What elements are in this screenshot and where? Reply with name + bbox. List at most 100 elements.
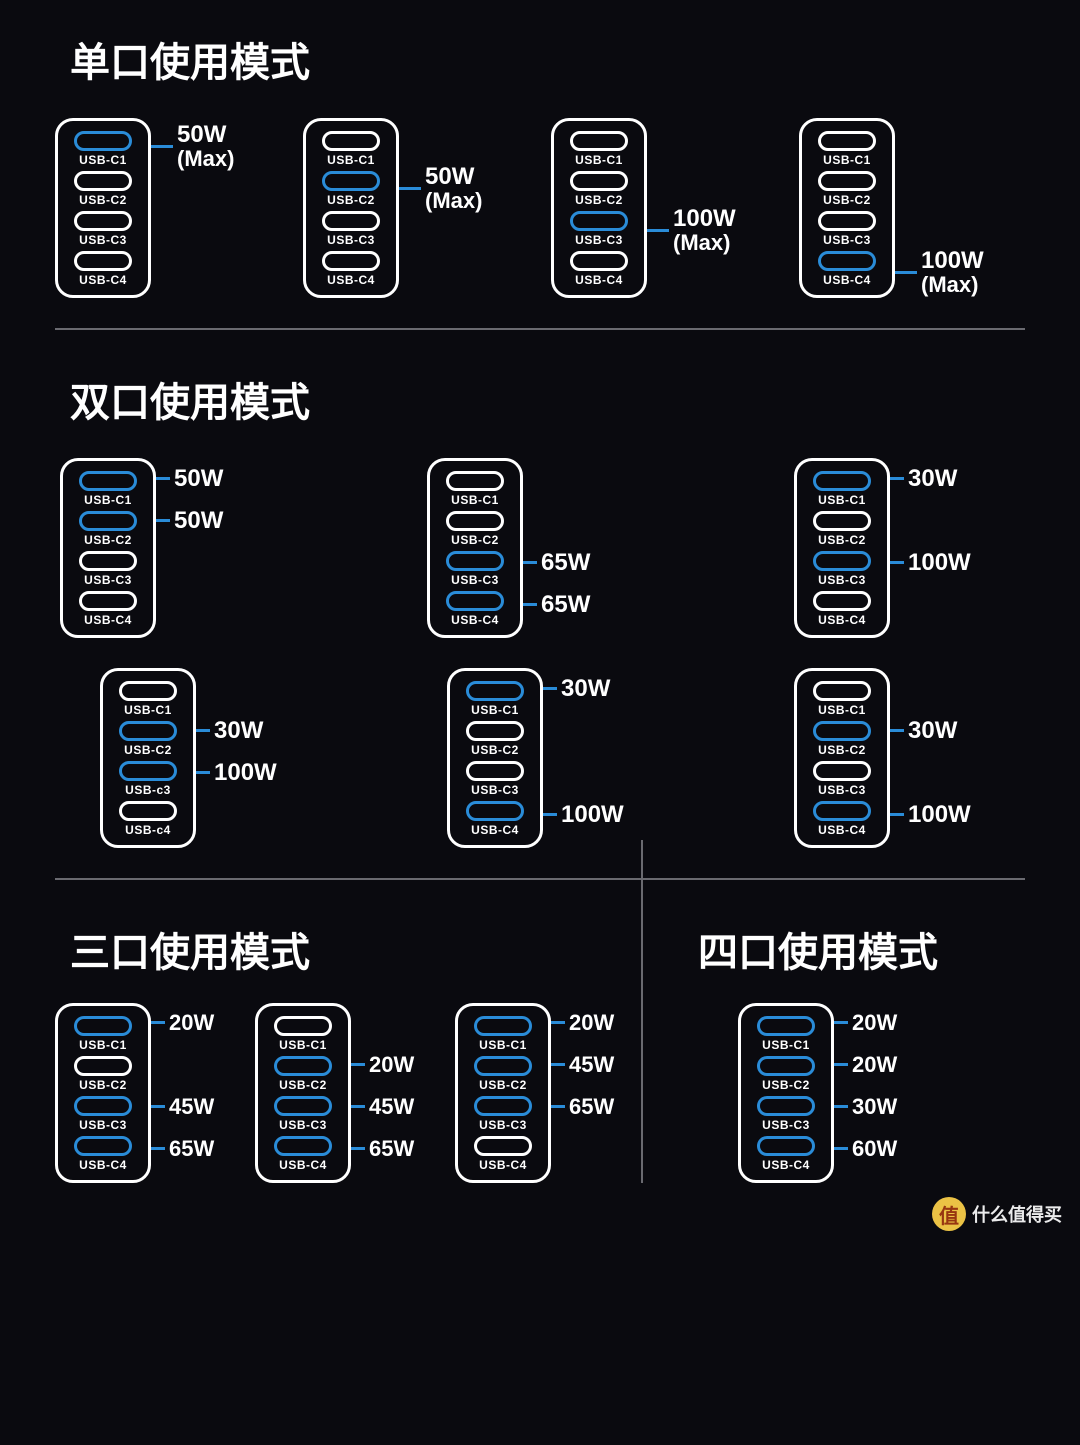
callout-tick-icon: [523, 561, 537, 564]
usb-port: USB-C3: [312, 211, 390, 247]
usb-port: USB-C2: [456, 721, 534, 757]
port-slot-active: [274, 1096, 332, 1116]
power-callout: 50W: [156, 508, 223, 533]
callout-text: 100W: [561, 802, 624, 827]
port-label: USB-C2: [79, 193, 127, 207]
callout-text: 20W: [369, 1053, 414, 1076]
power-callout: 45W: [151, 1095, 214, 1118]
port-label: USB-C3: [818, 573, 866, 587]
callout-tick-icon: [647, 229, 669, 232]
port-label: USB-C2: [823, 193, 871, 207]
port-slot: [74, 211, 132, 231]
callout-text: 100W: [908, 802, 971, 827]
port-slot-active: [757, 1136, 815, 1156]
port-slot: [74, 171, 132, 191]
port-label: USB-C4: [762, 1158, 810, 1172]
divider-1: [55, 328, 1025, 330]
callout-text: 50W(Max): [177, 122, 234, 170]
usb-port: USB-C3: [264, 1096, 342, 1132]
port-label: USB-C2: [451, 533, 499, 547]
port-label: USB-C3: [79, 233, 127, 247]
callout-text: 50W(Max): [425, 164, 482, 212]
callout-text: 30W: [214, 718, 263, 743]
port-label: USB-C1: [124, 703, 172, 717]
charger-body: USB-C1USB-C2USB-C3USB-C4: [794, 668, 890, 848]
power-callout: 20W: [151, 1011, 214, 1034]
port-label: USB-C1: [818, 703, 866, 717]
callout-tick-icon: [834, 1021, 848, 1024]
port-label: USB-C4: [84, 613, 132, 627]
port-slot: [274, 1016, 332, 1036]
usb-port: USB-C3: [464, 1096, 542, 1132]
port-slot: [813, 761, 871, 781]
port-slot: [74, 251, 132, 271]
usb-port: USB-C3: [808, 211, 886, 247]
port-label: USB-C4: [575, 273, 623, 287]
usb-port: USB-C4: [560, 251, 638, 287]
callout-tick-icon: [551, 1063, 565, 1066]
port-label: USB-C1: [762, 1038, 810, 1052]
port-slot-active: [322, 171, 380, 191]
port-slot-active: [757, 1056, 815, 1076]
port-label: USB-C3: [279, 1118, 327, 1132]
callout-tick-icon: [890, 561, 904, 564]
callout-text: 50W: [174, 466, 223, 491]
usb-port: USB-C1: [456, 681, 534, 717]
callout-text: 65W: [169, 1137, 214, 1160]
callout-text: 65W: [541, 550, 590, 575]
port-slot-active: [466, 801, 524, 821]
power-callout: 100W: [196, 760, 277, 785]
port-label: USB-C4: [479, 1158, 527, 1172]
callout-text: 30W: [908, 466, 957, 491]
port-label: USB-C3: [79, 1118, 127, 1132]
callout-text: 100W(Max): [921, 248, 984, 296]
port-slot: [322, 131, 380, 151]
port-slot: [79, 591, 137, 611]
port-label: USB-C2: [84, 533, 132, 547]
usb-port: USB-C1: [560, 131, 638, 167]
callout-tick-icon: [890, 477, 904, 480]
callout-text: 20W: [569, 1011, 614, 1034]
power-callout: 20W: [834, 1053, 897, 1076]
usb-port: USB-C1: [747, 1016, 825, 1052]
callout-tick-icon: [156, 477, 170, 480]
port-label: USB-C2: [279, 1078, 327, 1092]
callout-tick-icon: [543, 687, 557, 690]
usb-port: USB-C1: [803, 471, 881, 507]
port-label: USB-C2: [327, 193, 375, 207]
callout-tick-icon: [523, 603, 537, 606]
port-slot: [79, 551, 137, 571]
section-title-quad: 四口使用模式: [698, 920, 1025, 978]
divider-2: [55, 878, 1025, 880]
port-slot: [570, 131, 628, 151]
port-slot: [818, 131, 876, 151]
port-slot: [119, 801, 177, 821]
col-quad: 四口使用模式 USB-C1USB-C2USB-C3USB-C420W20W30W…: [643, 920, 1025, 1183]
charger-cell: USB-C1USB-C2USB-C3USB-C420W20W30W60W: [738, 1003, 924, 1183]
port-label: USB-C2: [124, 743, 172, 757]
usb-port: USB-C3: [64, 211, 142, 247]
charger-cell: USB-C1USB-C2USB-C3USB-C420W45W65W: [455, 1003, 641, 1183]
power-callout: 30W: [834, 1095, 897, 1118]
port-slot: [446, 511, 504, 531]
port-slot: [813, 591, 871, 611]
charger-cell: USB-C1USB-C2USB-C3USB-C420W45W65W: [55, 1003, 241, 1183]
callout-text: 65W: [369, 1137, 414, 1160]
callout-tick-icon: [151, 1105, 165, 1108]
port-slot-active: [474, 1016, 532, 1036]
usb-port: USB-C4: [808, 251, 886, 287]
charger-body: USB-C1USB-C2USB-C3USB-C4: [551, 118, 647, 298]
port-label: USB-C3: [762, 1118, 810, 1132]
callout-tick-icon: [543, 813, 557, 816]
callout-subtext: (Max): [425, 189, 482, 212]
port-slot-active: [818, 251, 876, 271]
port-label: USB-C1: [818, 493, 866, 507]
power-callout: 100W: [890, 550, 971, 575]
usb-port: USB-C3: [803, 551, 881, 587]
port-label: USB-C2: [575, 193, 623, 207]
callout-tick-icon: [151, 1147, 165, 1150]
port-slot-active: [119, 721, 177, 741]
usb-port: USB-C4: [436, 591, 514, 627]
callout-tick-icon: [399, 187, 421, 190]
power-callout: 65W: [151, 1137, 214, 1160]
